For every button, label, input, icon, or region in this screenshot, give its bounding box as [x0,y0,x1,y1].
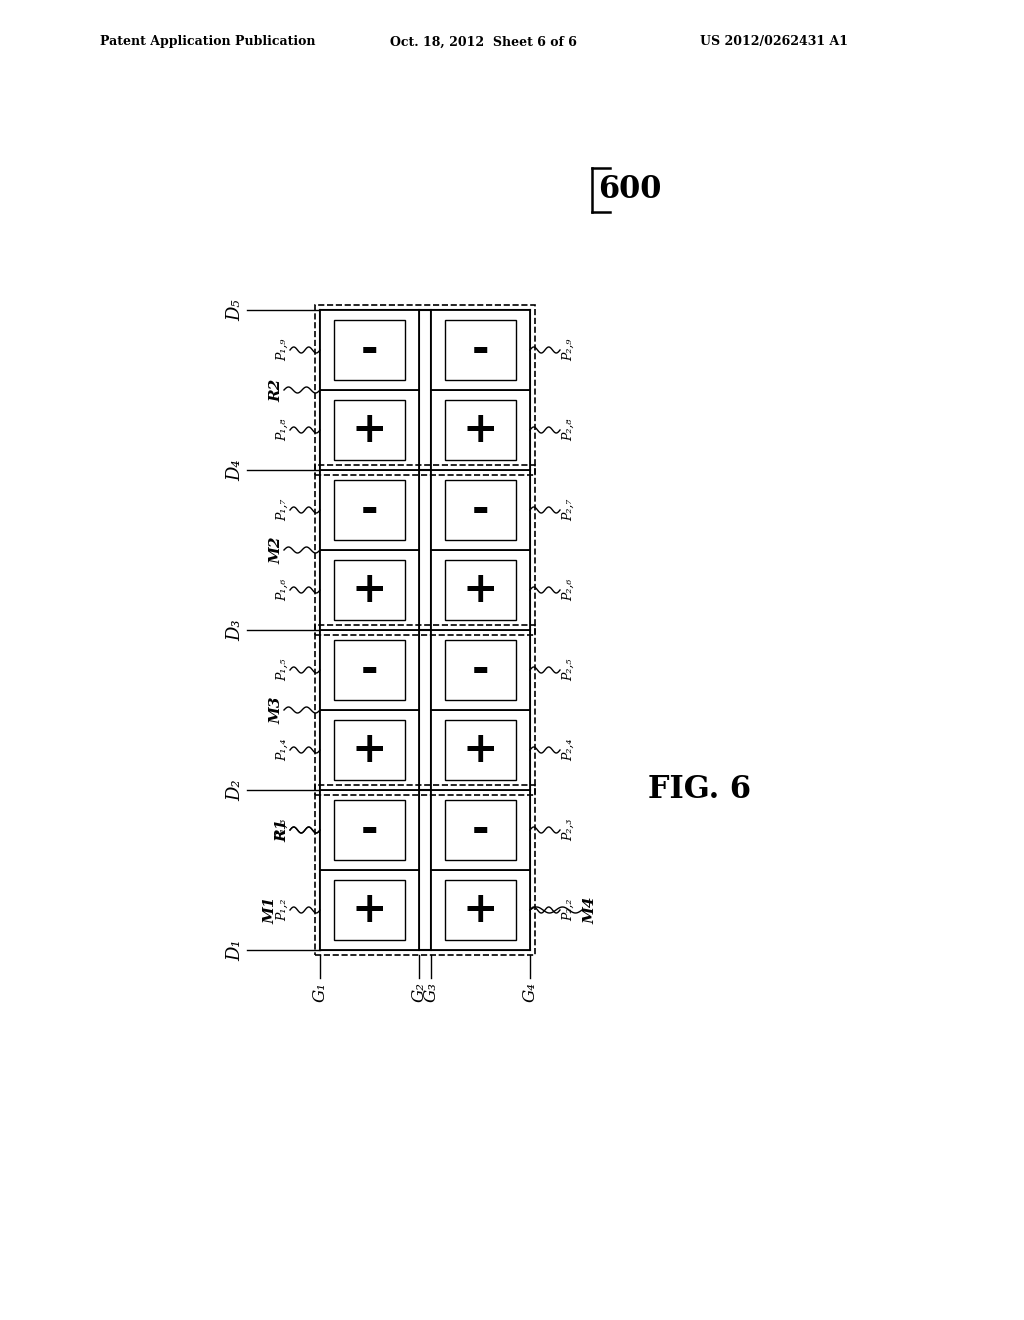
Text: +: + [463,569,499,611]
Bar [431,789,530,870]
Bar [445,400,516,459]
Text: M3: M3 [269,696,283,723]
Bar [315,465,535,635]
Text: P₂,₅: P₂,₅ [561,659,574,681]
Text: P₂,₇: P₂,₇ [561,499,574,521]
Text: G₃: G₃ [423,982,439,1002]
Bar [445,721,516,780]
Bar [319,789,419,870]
Text: R2: R2 [269,379,283,401]
Bar [319,550,419,630]
Text: Oct. 18, 2012  Sheet 6 of 6: Oct. 18, 2012 Sheet 6 of 6 [390,36,577,49]
Text: -: - [360,488,378,531]
Bar [319,389,419,470]
Text: P₂,₉: P₂,₉ [561,339,574,362]
Bar [315,785,535,954]
Text: M2: M2 [269,536,283,564]
Text: P₁,₃: P₁,₃ [275,818,289,841]
Text: Patent Application Publication: Patent Application Publication [100,36,315,49]
Bar [334,321,404,380]
Text: G₄: G₄ [521,982,539,1002]
Text: +: + [351,409,387,451]
Bar [319,470,419,550]
Text: +: + [463,409,499,451]
Text: +: + [351,569,387,611]
Bar [431,470,530,550]
Bar [445,880,516,940]
Text: FIG. 6: FIG. 6 [648,775,752,805]
Text: +: + [351,888,387,931]
Bar [431,630,530,710]
Text: P₁,₇: P₁,₇ [275,499,289,521]
Bar [319,870,419,950]
Text: P₁,₂: P₁,₂ [275,899,289,921]
Bar [315,305,535,475]
Text: R1: R1 [275,818,289,842]
Text: P₂,₆: P₂,₆ [561,578,574,601]
Text: P₁,₆: P₁,₆ [275,578,289,601]
Text: -: - [472,649,489,690]
Text: M4: M4 [583,896,597,924]
Text: P₂,₂: P₂,₂ [561,899,574,921]
Bar [319,710,419,789]
Bar [431,870,530,950]
Text: -: - [472,809,489,851]
Text: P₁,₄: P₁,₄ [275,739,289,762]
Bar [431,550,530,630]
Bar [445,800,516,859]
Bar [334,480,404,540]
Bar [334,880,404,940]
Text: P₂,₄: P₂,₄ [561,739,574,762]
Text: P₂,₃: P₂,₃ [561,818,574,841]
Bar [334,640,404,700]
Text: -: - [472,329,489,371]
Text: D₃: D₃ [226,619,244,640]
Bar [431,310,530,389]
Bar [319,630,419,710]
Text: D₅: D₅ [226,300,244,321]
Bar [431,710,530,789]
Text: P₁,₅: P₁,₅ [275,659,289,681]
Bar [315,624,535,795]
Text: 600: 600 [598,174,662,206]
Bar [319,310,419,389]
Bar [445,561,516,619]
Text: G₁: G₁ [311,982,329,1002]
Bar [445,480,516,540]
Bar [431,389,530,470]
Text: -: - [360,649,378,690]
Bar [334,800,404,859]
Text: +: + [351,729,387,771]
Bar [334,400,404,459]
Bar [334,721,404,780]
Text: D₂: D₂ [226,779,244,801]
Text: -: - [472,488,489,531]
Text: P₁,₈: P₁,₈ [275,418,289,441]
Bar [334,561,404,619]
Text: -: - [360,809,378,851]
Text: P₁,₉: P₁,₉ [275,339,289,362]
Text: P₂,₈: P₂,₈ [561,418,574,441]
Text: +: + [463,888,499,931]
Bar [445,321,516,380]
Text: +: + [463,729,499,771]
Text: D₁: D₁ [226,940,244,961]
Text: M1: M1 [263,896,278,924]
Text: -: - [360,329,378,371]
Text: G₂: G₂ [411,982,427,1002]
Text: D₄: D₄ [226,459,244,480]
Text: US 2012/0262431 A1: US 2012/0262431 A1 [700,36,848,49]
Bar [445,640,516,700]
